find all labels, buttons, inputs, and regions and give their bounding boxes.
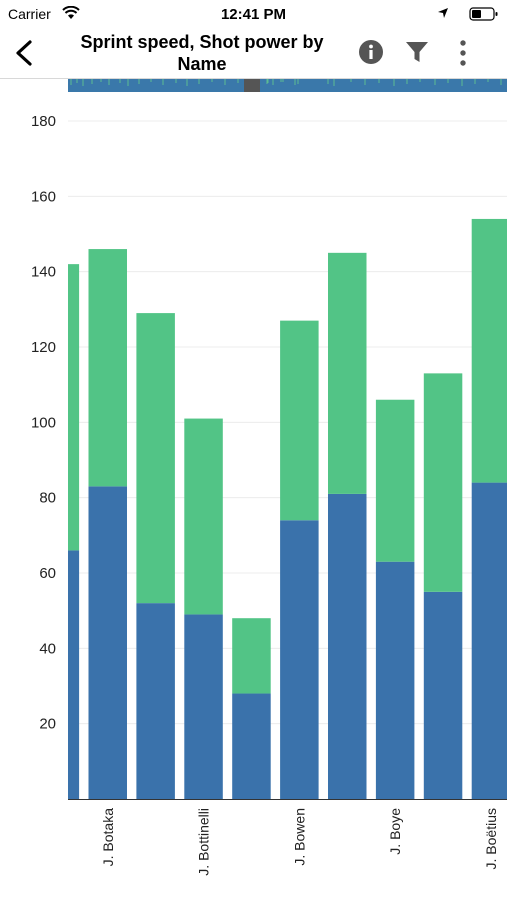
- bar-segment-sprint-speed[interactable]: [136, 603, 175, 799]
- overview-range-handle[interactable]: [244, 79, 260, 92]
- info-button[interactable]: [358, 39, 384, 65]
- wifi-icon: [62, 6, 80, 19]
- status-bar: Carrier 12:41 PM: [0, 0, 507, 28]
- y-tick-label: 40: [39, 640, 56, 657]
- bar-segment-shot-power[interactable]: [471, 218, 507, 483]
- bar-segment-sprint-speed[interactable]: [68, 550, 80, 799]
- bar-segment-sprint-speed[interactable]: [184, 614, 223, 799]
- overview-texture: [68, 79, 507, 92]
- bar-segment-sprint-speed[interactable]: [471, 482, 507, 799]
- info-icon: [359, 40, 383, 64]
- x-tick-labels: J. Botaka J. Bottinelli J. Bowen J. Boye J. …: [100, 808, 499, 876]
- more-button[interactable]: [455, 38, 471, 68]
- filter-button[interactable]: [405, 40, 429, 64]
- x-tick-label: J. Boye: [387, 808, 403, 855]
- battery-icon: [469, 7, 498, 21]
- y-tick-label: 180: [31, 113, 56, 130]
- bars-layer: [68, 218, 507, 799]
- more-vertical-icon: [460, 40, 466, 66]
- header-divider: [0, 78, 507, 79]
- x-tick-label: J. Boëtius: [483, 808, 499, 869]
- chart-area: 20 40 60 80 100 120 140 160 180 J. Botaka J. Bott…: [0, 95, 507, 900]
- bar-segment-shot-power[interactable]: [68, 264, 80, 551]
- x-tick-label: J. Bottinelli: [196, 808, 212, 876]
- status-time: 12:41 PM: [220, 6, 287, 23]
- bar-segment-shot-power[interactable]: [232, 618, 271, 694]
- y-tick-label: 80: [39, 490, 56, 507]
- bar-segment-sprint-speed[interactable]: [375, 561, 415, 799]
- filter-icon: [406, 42, 428, 62]
- bar-segment-shot-power[interactable]: [328, 252, 367, 494]
- y-tick-label: 160: [31, 188, 56, 205]
- location-icon: [438, 8, 448, 18]
- y-tick-label: 140: [31, 264, 56, 281]
- bar-segment-shot-power[interactable]: [88, 249, 128, 487]
- page-title: Sprint speed, Shot power by Name: [80, 32, 324, 74]
- y-tick-label: 100: [31, 414, 56, 431]
- bar-segment-shot-power[interactable]: [280, 320, 319, 521]
- y-tick-label: 60: [39, 565, 56, 582]
- bar-segment-sprint-speed[interactable]: [88, 486, 128, 799]
- chevron-left-icon: [16, 40, 32, 66]
- bar-segment-sprint-speed[interactable]: [423, 591, 463, 799]
- bar-segment-shot-power[interactable]: [136, 313, 175, 604]
- y-tick-label: 20: [39, 716, 56, 733]
- bar-segment-sprint-speed[interactable]: [328, 493, 367, 799]
- y-tick-label: 120: [31, 339, 56, 356]
- bar-segment-sprint-speed[interactable]: [232, 693, 271, 799]
- back-button[interactable]: [10, 34, 40, 72]
- x-tick-label: J. Bowen: [291, 808, 307, 866]
- bar-segment-shot-power[interactable]: [375, 399, 415, 562]
- bar-segment-shot-power[interactable]: [423, 373, 463, 592]
- stacked-bar-chart: 20 40 60 80 100 120 140 160 180 J. Botaka J. Bott…: [31, 113, 507, 876]
- chart-overview-strip[interactable]: [68, 79, 507, 92]
- carrier-label: Carrier: [8, 6, 51, 22]
- x-tick-label: J. Botaka: [100, 808, 116, 867]
- y-tick-labels: 20 40 60 80 100 120 140 160 180: [31, 113, 56, 733]
- bar-segment-shot-power[interactable]: [184, 418, 223, 615]
- bar-segment-sprint-speed[interactable]: [280, 520, 319, 799]
- navigation-bar: Sprint speed, Shot power by Name: [0, 28, 507, 78]
